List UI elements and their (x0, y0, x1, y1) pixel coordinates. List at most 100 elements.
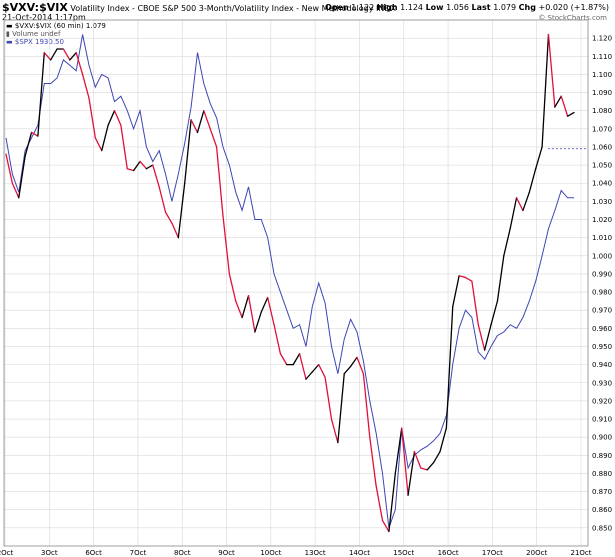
ratio-series-segment (50, 48, 58, 61)
ratio-series-segment (215, 146, 224, 217)
description: Volatility Index - CBOE S&P 500 3-Month/… (70, 4, 374, 13)
legend-main-swatch: ▬ (6, 22, 13, 30)
ratio-series-segment (101, 124, 109, 152)
ratio-series-segment (369, 436, 377, 487)
ratio-series-segment (509, 197, 518, 230)
symbol: $VXV:$VIX (2, 1, 68, 14)
y-tick-label: 1.120 (592, 35, 612, 43)
ratio-series-segment (235, 300, 243, 319)
x-tick-label: 17Oct (482, 549, 503, 557)
low-label: Low (425, 3, 444, 12)
x-tick-label: 7Oct (130, 549, 147, 557)
last-label: Last (471, 3, 491, 12)
x-tick-label: 13Oct (305, 549, 326, 557)
x-tick-label: 14Oct (349, 549, 370, 557)
ratio-series-segment (241, 295, 250, 319)
y-tick-label: 1.000 (592, 252, 612, 260)
ratio-series-segment (566, 111, 575, 117)
chart-header: $VXV:$VIX Volatility Index - CBOE S&P 50… (2, 1, 396, 14)
ratio-series-segment (305, 371, 313, 380)
ratio-series-segment (349, 356, 358, 368)
ratio-series-segment (5, 153, 14, 184)
legend-spx-label: $SPX 1930.50 (14, 38, 64, 46)
ohlc-readout: Open 1.122 High 1.124 Low 1.056 Last 1.0… (325, 3, 609, 12)
ratio-series-segment (528, 168, 537, 193)
chg-value: +0.020 (+1.87%) (538, 3, 609, 12)
x-tick-label: 8Oct (174, 549, 191, 557)
ratio-series-segment (343, 365, 352, 375)
ratio-series-segment (388, 472, 396, 533)
y-tick-label: 0.860 (592, 506, 612, 514)
y-tick-label: 0.880 (592, 470, 612, 478)
y-tick-label: 1.010 (592, 234, 612, 242)
ratio-series-segment (18, 155, 26, 199)
legend-spx: ▬ $SPX 1930.50 (6, 38, 64, 46)
ratio-series-segment (24, 131, 33, 157)
ratio-series-segment (330, 418, 339, 444)
x-tick-label: 9Oct (218, 549, 235, 557)
x-tick-label: 20Oct (526, 549, 547, 557)
spx-series-line (5, 34, 574, 529)
ratio-series-segment (120, 124, 128, 170)
ratio-series-segment (535, 146, 543, 170)
legend-volume: ▮ Volume undef (6, 30, 60, 38)
chart-date: 21-Oct-2014 1:17pm (2, 13, 86, 22)
ratio-series-segment (113, 110, 122, 126)
ratio-series-segment (324, 376, 333, 420)
ratio-series-segment (88, 97, 96, 139)
y-tick-label: 0.890 (592, 452, 612, 460)
open-value: 1.122 (351, 3, 375, 12)
last-value: 1.079 (493, 3, 517, 12)
ratio-series-segment (145, 164, 154, 170)
x-tick-label: 3Oct (41, 549, 58, 557)
ratio-series-segment (401, 427, 409, 496)
ratio-series-segment (420, 467, 428, 471)
ratio-series-segment (107, 110, 116, 126)
y-tick-label: 0.960 (592, 325, 612, 333)
y-tick-label: 1.100 (592, 71, 612, 79)
ratio-series-segment (94, 137, 103, 152)
ratio-series-segment (394, 427, 403, 475)
ratio-series-segment (432, 451, 441, 464)
ratio-series-segment (541, 33, 550, 148)
x-tick-label: 21Oct (570, 549, 591, 557)
ratio-series-segment (203, 110, 211, 130)
y-tick-label: 0.850 (592, 524, 612, 532)
ratio-series-segment (222, 215, 231, 275)
ratio-series-segment (62, 48, 71, 61)
legend-spx-swatch: ▬ (6, 38, 13, 46)
ratio-series-segment (260, 296, 269, 313)
ratio-series-segment (190, 119, 199, 134)
legend-main: ▬ $VXV:$VIX (60 min) 1.079 (6, 22, 106, 30)
plot-border (3, 19, 589, 547)
y-tick-label: 0.940 (592, 361, 612, 369)
ratio-series-segment (560, 95, 569, 117)
ratio-series-segment (503, 227, 511, 257)
ratio-series-segment (337, 373, 345, 444)
y-tick-label: 0.950 (592, 343, 612, 351)
y-tick-label: 0.980 (592, 289, 612, 297)
y-tick-label: 0.990 (592, 270, 612, 278)
ratio-series-segment (554, 95, 562, 108)
ratio-series-segment (158, 186, 167, 213)
legend-volume-icon: ▮ (6, 30, 10, 38)
x-tick-label: 15Oct (393, 549, 414, 557)
ratio-series-segment (298, 353, 307, 380)
ratio-series-segment (126, 168, 135, 172)
ratio-series-segment (458, 275, 467, 279)
ratio-series-segment (152, 164, 160, 188)
ratio-series-segment (171, 222, 179, 239)
exchange: INDX (375, 4, 396, 13)
y-tick-label: 0.900 (592, 434, 612, 442)
y-tick-label: 0.910 (592, 416, 612, 424)
y-tick-label: 0.970 (592, 307, 612, 315)
ratio-series-segment (184, 119, 192, 184)
y-tick-label: 1.110 (592, 53, 612, 61)
y-tick-label: 0.870 (592, 488, 612, 496)
x-tick-label: 6Oct (85, 549, 102, 557)
y-tick-label: 1.040 (592, 180, 612, 188)
legend-volume-label: Volume undef (12, 30, 61, 38)
ratio-series-segment (254, 311, 262, 333)
ratio-series-segment (381, 519, 390, 533)
